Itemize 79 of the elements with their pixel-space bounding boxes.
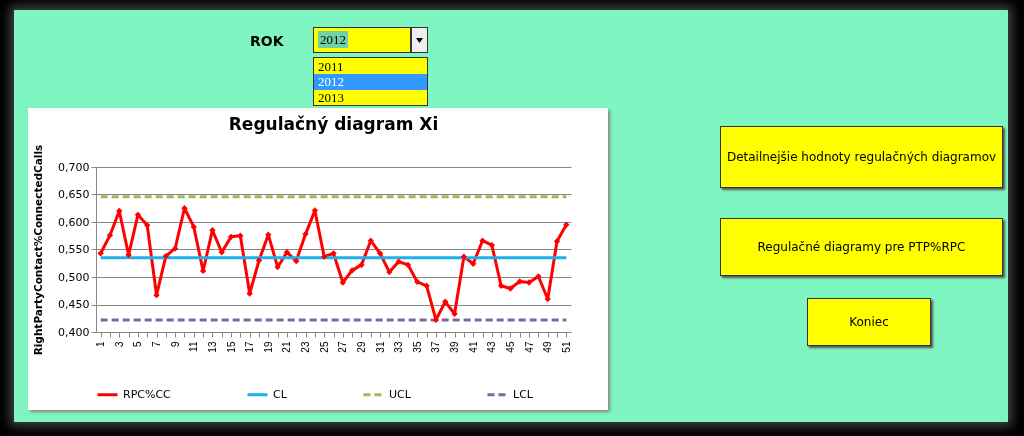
point xyxy=(516,278,523,285)
point xyxy=(488,241,495,249)
point xyxy=(255,257,263,264)
point xyxy=(321,253,328,260)
point xyxy=(470,260,477,267)
x-tick-label: 27 xyxy=(337,341,349,353)
point xyxy=(404,261,412,269)
x-tick-label: 23 xyxy=(300,341,312,353)
y-tick-label: 0,600 xyxy=(58,215,90,229)
point xyxy=(553,238,561,245)
x-tick-label: 41 xyxy=(467,341,479,353)
text: 2011 xyxy=(318,59,344,74)
point xyxy=(414,278,421,286)
x-tick-label: 37 xyxy=(430,341,442,353)
text: 2013 xyxy=(318,90,344,105)
point xyxy=(423,282,430,289)
x-tick-label: 51 xyxy=(560,341,572,353)
x-tick-label: 25 xyxy=(318,341,330,353)
text: ROK xyxy=(250,33,284,49)
x-tick-label: 15 xyxy=(225,341,237,353)
point xyxy=(97,250,104,257)
x-tick-label: 19 xyxy=(262,341,274,353)
point xyxy=(348,267,356,274)
y-tick-label: 0,550 xyxy=(58,243,90,256)
point xyxy=(525,279,533,286)
x-tick-label: 17 xyxy=(244,341,256,353)
text: 2012 xyxy=(318,74,344,89)
x-tick-label: 35 xyxy=(411,341,423,353)
point xyxy=(237,232,244,239)
text: Koniec xyxy=(849,315,889,329)
point xyxy=(507,285,514,292)
x-tick-label: 43 xyxy=(486,341,498,353)
point xyxy=(395,258,402,265)
point xyxy=(497,282,505,289)
point xyxy=(479,237,486,244)
x-tick-label: 21 xyxy=(281,341,293,353)
x-tick-label: 45 xyxy=(504,341,516,353)
x-tick-label: 1 xyxy=(95,341,107,348)
x-tick-label: 11 xyxy=(188,341,200,352)
point xyxy=(283,249,291,256)
point xyxy=(535,273,542,280)
point xyxy=(460,253,468,260)
point xyxy=(293,257,300,265)
text: Regulačné diagramy pre PTP%RPC xyxy=(757,240,966,254)
x-tick-label: 3 xyxy=(113,341,125,348)
y-axis-title: RightPartyContact%ConnectedCalls xyxy=(32,144,45,356)
y-tick-label: 0,650 xyxy=(58,188,90,201)
x-tick-label: 31 xyxy=(374,341,386,353)
x-tick-label: 9 xyxy=(169,341,181,348)
x-tick-label: 13 xyxy=(206,341,218,353)
y-tick-label: 0,400 xyxy=(58,325,90,339)
x-tick-label: 29 xyxy=(355,341,367,353)
point xyxy=(172,245,179,252)
point xyxy=(563,221,570,228)
legend-label: CL xyxy=(273,387,288,401)
point xyxy=(106,232,114,239)
y-tick-label: 0,500 xyxy=(58,270,90,284)
point xyxy=(358,261,365,269)
x-tick-label: 49 xyxy=(542,341,554,353)
chart-title: Regulačný diagram Xi xyxy=(228,114,439,135)
legend-label: LCL xyxy=(513,387,534,401)
point xyxy=(376,250,384,257)
point xyxy=(302,230,309,238)
point xyxy=(330,250,337,257)
x-tick-label: 47 xyxy=(523,341,535,353)
x-tick-label: 7 xyxy=(151,341,163,348)
text: 2012 xyxy=(318,31,348,48)
point xyxy=(386,268,393,276)
text: Detailnejšie hodnoty regulačných diagramov xyxy=(726,150,997,164)
legend-label: RPC%CC xyxy=(123,387,172,401)
x-tick-label: 39 xyxy=(449,341,461,353)
point xyxy=(190,223,197,231)
y-tick-label: 0,450 xyxy=(58,298,90,311)
x-tick-label: 33 xyxy=(393,341,405,353)
x-tick-label: 5 xyxy=(132,341,144,348)
point xyxy=(144,222,151,229)
point xyxy=(162,252,170,260)
y-tick-label: 0,700 xyxy=(58,160,90,174)
legend-label: UCL xyxy=(389,387,412,401)
